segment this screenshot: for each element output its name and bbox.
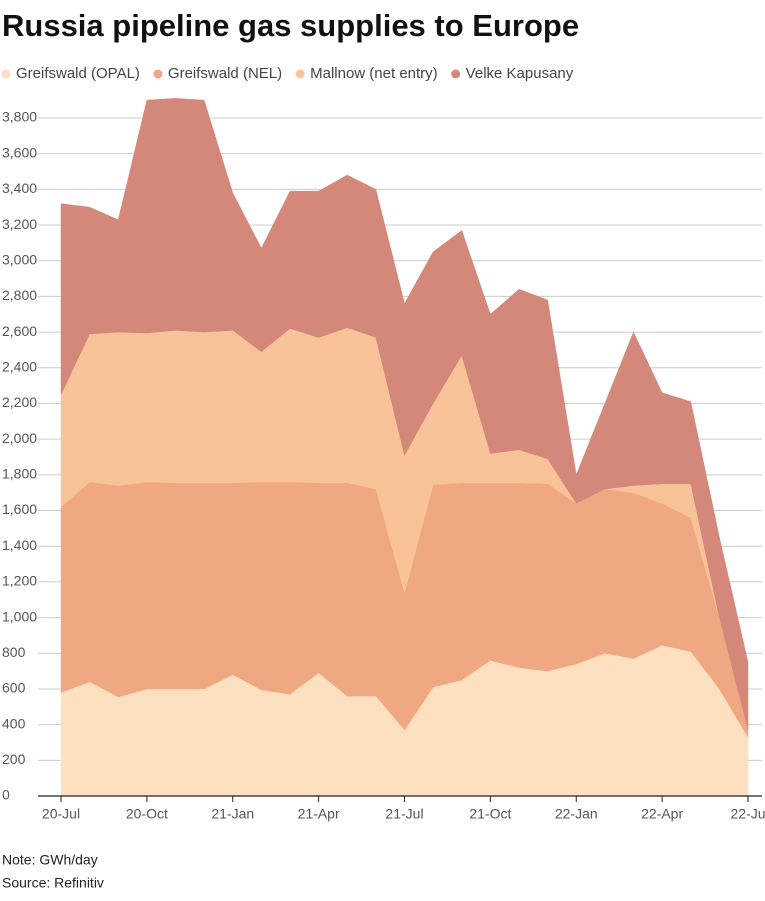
x-tick-label: 21-Oct bbox=[469, 806, 511, 822]
y-tick-label: 3,200 bbox=[2, 216, 37, 232]
legend-swatch bbox=[1, 69, 11, 79]
legend-label: Velke Kapusany bbox=[466, 65, 574, 82]
note: Note: GWh/day bbox=[2, 852, 98, 868]
axes: 0 200 400 600 800 1,000 1,200 1,400 1,600 1,800 2,… bbox=[2, 109, 765, 822]
area bbox=[60, 98, 749, 731]
x-tick-label: 22-Ju bbox=[730, 806, 765, 822]
y-tick-label: 400 bbox=[2, 715, 26, 731]
x-tick-label: 21-Jul bbox=[385, 806, 423, 822]
chart-title: Russia pipeline gas supplies to Europe bbox=[2, 8, 579, 43]
y-tick-label: 800 bbox=[2, 644, 26, 660]
y-tick-label: 2,400 bbox=[2, 358, 37, 374]
x-tick-label: 22-Apr bbox=[641, 806, 683, 822]
y-tick-label: 2,200 bbox=[2, 394, 37, 410]
plot-area bbox=[60, 98, 749, 797]
legend-swatch bbox=[451, 69, 461, 79]
legend-swatch bbox=[295, 69, 305, 79]
y-tick-label: 2,600 bbox=[2, 323, 37, 339]
legend: Greifswald (OPAL) Greifswald (NEL) Mallnow… bbox=[1, 65, 574, 82]
x-tick-label: 21-Apr bbox=[298, 806, 340, 822]
x-tick-label: 22-Jan bbox=[555, 806, 598, 822]
y-tick-label: 3,800 bbox=[2, 109, 37, 125]
y-tick-label: 1,400 bbox=[2, 537, 37, 553]
y-tick-label: 2,000 bbox=[2, 430, 37, 446]
x-tick-label: 21-Jan bbox=[211, 806, 254, 822]
y-tick-label: 600 bbox=[2, 680, 26, 696]
y-tick-label: 1,000 bbox=[2, 608, 37, 624]
y-tick-label: 2,800 bbox=[2, 287, 37, 303]
y-tick-label: 1,800 bbox=[2, 466, 37, 482]
y-tick-label: 200 bbox=[2, 751, 26, 767]
legend-label: Mallnow (net entry) bbox=[310, 65, 438, 82]
y-tick-label: 3,600 bbox=[2, 144, 37, 160]
y-tick-label: 1,600 bbox=[2, 501, 37, 517]
y-tick-label: 0 bbox=[2, 787, 10, 803]
y-tick-label: 3,000 bbox=[2, 251, 37, 267]
y-tick-label: 3,400 bbox=[2, 180, 37, 196]
y-tick-label: 1,200 bbox=[2, 573, 37, 589]
source: Source: Refinitiv bbox=[2, 875, 104, 891]
x-tick-label: 20-Oct bbox=[126, 806, 168, 822]
legend-swatch bbox=[153, 69, 163, 79]
legend-label: Greifswald (OPAL) bbox=[16, 65, 140, 82]
legend-label: Greifswald (NEL) bbox=[168, 65, 282, 82]
x-tick-label: 20-Jul bbox=[42, 806, 80, 822]
